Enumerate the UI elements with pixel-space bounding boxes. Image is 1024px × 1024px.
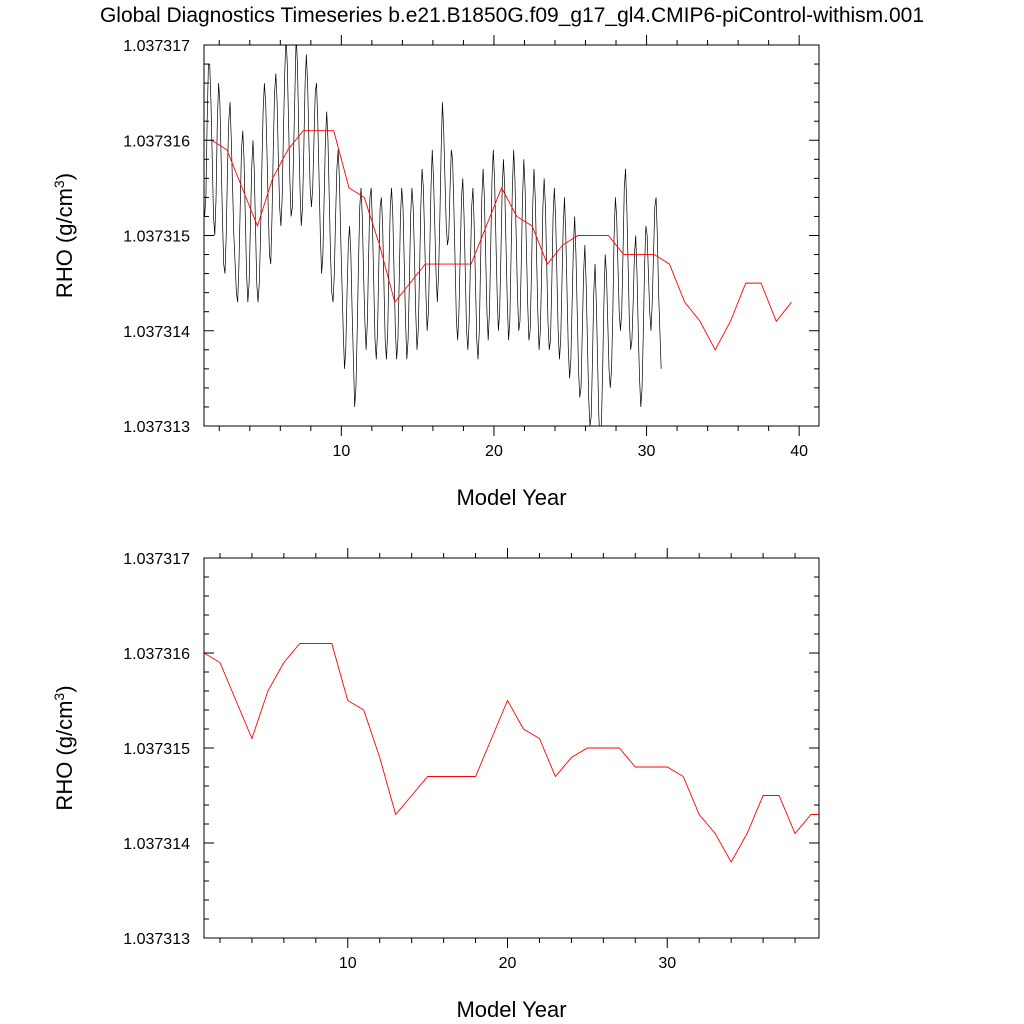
annual-mean-line-series: [211, 130, 792, 351]
monthly-line-series: [204, 45, 662, 426]
chart-panel-top: 1.037313 1.037314 1.037315 1.037316 1.037317…: [51, 35, 820, 510]
y-tick-label: 1.037314: [123, 836, 190, 853]
y-tick-label: 1.037313: [123, 931, 190, 948]
x-tick-label: 40: [790, 443, 808, 460]
x-axis-label: Model Year: [456, 997, 566, 1022]
y-tick-label: 1.037316: [123, 133, 190, 150]
x-tick-label: 20: [499, 955, 517, 972]
annual-mean-line-series: [204, 643, 819, 863]
y-tick-label: 1.037313: [123, 419, 190, 436]
chart-panel-bottom: 1.037313 1.037314 1.037315 1.037316 1.037317…: [51, 548, 820, 1022]
x-axis-label: Model Year: [456, 485, 566, 510]
y-tick-label: 1.037315: [123, 741, 190, 758]
x-tick-label: 30: [658, 955, 676, 972]
y-tick-label: 1.037314: [123, 324, 190, 341]
plot-frame: [203, 557, 820, 939]
x-tick-label: 10: [339, 955, 357, 972]
x-tick-label: 20: [485, 443, 503, 460]
y-tick-label: 1.037317: [123, 551, 190, 568]
page-title: Global Diagnostics Timeseries b.e21.B185…: [99, 4, 925, 27]
x-tick-label: 10: [332, 443, 350, 460]
y-tick-label: 1.037316: [123, 646, 190, 663]
y-axis-label: RHO (g/cm3): [51, 685, 77, 810]
y-tick-label: 1.037315: [123, 229, 190, 246]
x-tick-label: 30: [638, 443, 656, 460]
y-axis-label: RHO (g/cm3): [51, 173, 77, 298]
y-tick-label: 1.037317: [123, 38, 190, 55]
